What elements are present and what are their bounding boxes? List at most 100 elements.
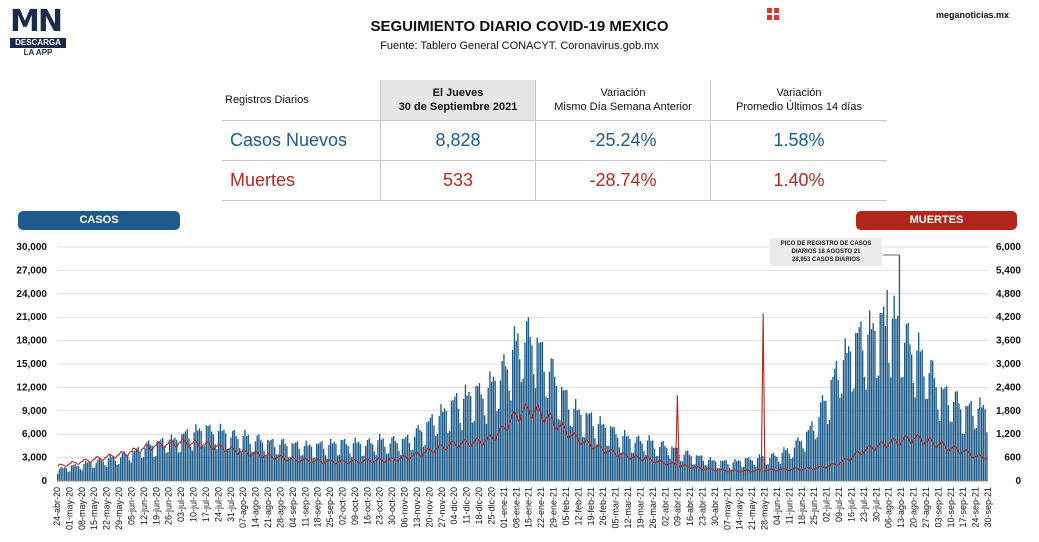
casos-bar (356, 442, 358, 481)
casos-bar (137, 446, 139, 481)
casos-bar (335, 443, 337, 481)
casos-bar (704, 465, 706, 481)
casos-bar (729, 467, 731, 481)
x-tick-label: 21-ago-20 (263, 487, 273, 528)
casos-bar (846, 352, 848, 481)
casos-bar (125, 454, 127, 481)
casos-bar (806, 431, 808, 481)
casos-bar (732, 462, 734, 481)
x-tick-label: 16-jul-21 (847, 487, 857, 522)
casos-bar (443, 408, 446, 481)
logo-bar: DESCARGA (10, 38, 66, 48)
y-left-tick-label: 27,000 (16, 265, 47, 276)
casos-bar (804, 451, 806, 481)
casos-bar (559, 420, 561, 481)
casos-bar (62, 468, 64, 481)
casos-bar (361, 455, 363, 481)
casos-bar (475, 385, 477, 481)
casos-bar (219, 423, 222, 481)
casos-bar (746, 458, 748, 481)
casos-bar (673, 447, 675, 481)
x-tick-label: 16-oct-20 (362, 487, 372, 525)
casos-bar (977, 408, 979, 481)
casos-bar (366, 440, 369, 481)
y-right-tick-label: 4,800 (996, 289, 1021, 300)
casos-bar (592, 426, 594, 481)
casos-bar (531, 345, 533, 481)
casos-bar (951, 421, 953, 481)
casos-bar (408, 443, 411, 481)
casos-bar (477, 386, 479, 481)
peak-annotation-line1: PICO DE REGISTRO DE CASOS (780, 241, 872, 247)
casos-bar (223, 429, 225, 481)
x-tick-label: 23-abr-21 (698, 487, 708, 526)
x-tick-label: 22-ene-21 (536, 487, 546, 528)
casos-bar (522, 378, 524, 481)
casos-bar (946, 386, 948, 481)
x-tick-label: 07-may-21 (722, 487, 732, 530)
x-tick-label: 09-abr-21 (673, 487, 683, 526)
x-tick-label: 12-feb-21 (573, 487, 583, 526)
casos-bar (981, 407, 983, 481)
y-right-tick-label: 6,000 (996, 242, 1021, 253)
x-tick-label: 27-ago-21 (921, 487, 931, 528)
casos-bar (956, 391, 958, 481)
casos-bar (811, 421, 813, 481)
casos-bar (141, 458, 143, 481)
casos-bar (706, 465, 708, 481)
casos-bar (571, 426, 573, 481)
casos-bar (293, 443, 295, 481)
casos-bar (800, 441, 803, 481)
casos-bar (685, 451, 687, 481)
casos-bar (498, 408, 500, 481)
casos-bar (274, 447, 276, 481)
casos-bar (501, 361, 503, 481)
x-tick-label: 21-may-21 (747, 487, 757, 530)
casos-bar (743, 466, 745, 481)
casos-bar (188, 438, 190, 481)
casos-bar (851, 391, 853, 481)
casos-bar (902, 377, 904, 481)
x-tick-label: 09-oct-20 (350, 487, 360, 525)
casos-bar (128, 460, 131, 481)
peak-annotation: PICO DE REGISTRO DE CASOS DIARIOS 18 AGO… (770, 238, 882, 266)
x-tick-label: 30-jul-21 (871, 487, 881, 522)
casos-bar (337, 455, 339, 481)
casos-bar (144, 448, 146, 481)
muertes-line (57, 313, 988, 473)
stats-table: Registros Diarios El Jueves 30 de Septie… (222, 80, 887, 201)
casos-bar (872, 323, 874, 481)
casos-bar (536, 337, 538, 481)
casos-bar (487, 387, 489, 481)
casos-bar (83, 463, 85, 481)
muertes-label: Muertes (222, 160, 381, 201)
casos-bar (218, 430, 220, 481)
casos-bar (200, 430, 202, 481)
casos-bar (856, 332, 859, 481)
casos-bar (403, 438, 405, 481)
casos-bar (785, 450, 787, 481)
x-tick-label: 31-jul-20 (226, 487, 236, 522)
casos-bar (382, 438, 384, 481)
y-left-tick-label: 0 (41, 476, 47, 487)
casos-bar (722, 460, 724, 481)
casos-bar (942, 389, 944, 481)
casos-bar (652, 440, 654, 481)
casos-bar (750, 459, 752, 481)
casos-bar (568, 409, 570, 481)
casos-bar (149, 444, 152, 481)
casos-bar (604, 428, 607, 481)
y-right-tick-label: 5,400 (996, 265, 1021, 276)
casos-bar (114, 460, 117, 481)
x-tick-label: 14-ago-20 (251, 487, 261, 528)
casos-bar (582, 436, 584, 481)
casos-bar (319, 442, 321, 481)
x-tick-label: 24-jul-20 (213, 487, 223, 522)
x-tick-label: 04-sep-20 (288, 487, 298, 528)
casos-bar (737, 460, 740, 481)
casos-bar (520, 382, 523, 481)
casos-bar (895, 318, 897, 481)
x-tick-label: 09-jul-21 (834, 487, 844, 522)
casos-bar (261, 442, 264, 481)
casos-bar (71, 465, 73, 481)
